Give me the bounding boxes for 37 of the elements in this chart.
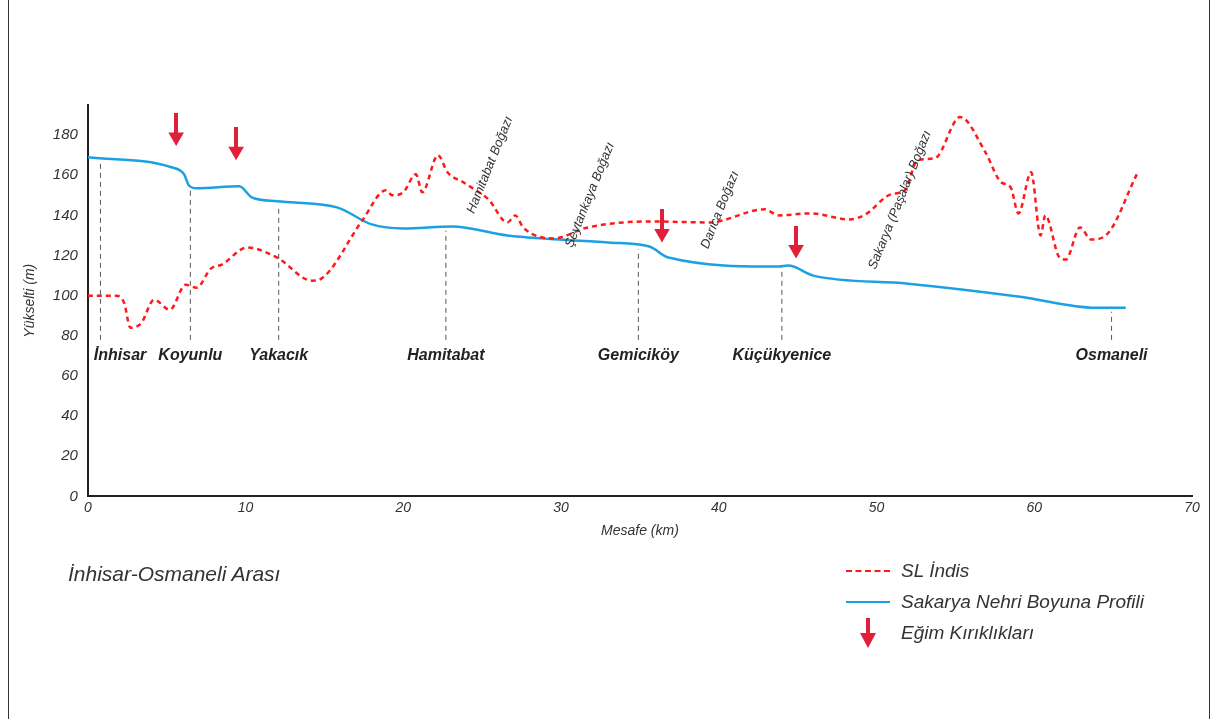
- y-tick-label: 80: [61, 326, 79, 343]
- legend-label: SL İndis: [901, 559, 970, 582]
- y-tick-label: 160: [52, 165, 79, 183]
- line-series: [87, 115, 1139, 330]
- y-tick-label: 100: [52, 285, 79, 303]
- x-tick-label: 20: [394, 498, 412, 515]
- y-tick-label: 20: [60, 446, 79, 464]
- annotation: Darıca Boğazı: [696, 168, 742, 251]
- x-tick-label: 30: [553, 498, 570, 515]
- y-tick-label: 40: [61, 406, 79, 424]
- ref-line-label: Yakacık: [249, 346, 310, 364]
- ref-line-label: İnhisar: [93, 346, 148, 364]
- y-tick-label: 180: [52, 125, 79, 143]
- point: [788, 245, 804, 259]
- ref-line-label: Osmaneli: [1075, 346, 1149, 364]
- y-tick-label: 140: [52, 205, 79, 223]
- point: [654, 228, 670, 243]
- x-tick-label: 60: [1026, 498, 1043, 515]
- y-tick-label: 120: [52, 245, 79, 263]
- ref-line-label: Hamitabat: [407, 346, 486, 364]
- y-axis-title: Yükselti (m): [21, 263, 38, 338]
- point: [168, 132, 184, 147]
- ref-line-label: Koyunlu: [158, 346, 223, 364]
- text: İnhisar-Osmaneli Arası: [68, 562, 281, 586]
- y-tick-label: 60: [61, 366, 79, 384]
- x-tick-label: 10: [237, 498, 254, 515]
- x-tick-label: 70: [1184, 498, 1200, 515]
- x-tick-label: 50: [868, 498, 885, 515]
- ref-line-label: Gemiciköy: [597, 346, 680, 364]
- ref-line-label: Küçükyenice: [732, 346, 832, 364]
- x-tick-label: 0: [83, 498, 92, 515]
- y-tick-label: 0: [69, 486, 79, 504]
- point: [228, 146, 244, 161]
- legend-label: Sakarya Nehri Boyuna Profili: [901, 590, 1144, 613]
- x-axis-title: Mesafe (km): [601, 522, 679, 539]
- legend-label: Eğim Kırıklıkları: [901, 621, 1035, 644]
- x-tick-label: 40: [710, 498, 727, 515]
